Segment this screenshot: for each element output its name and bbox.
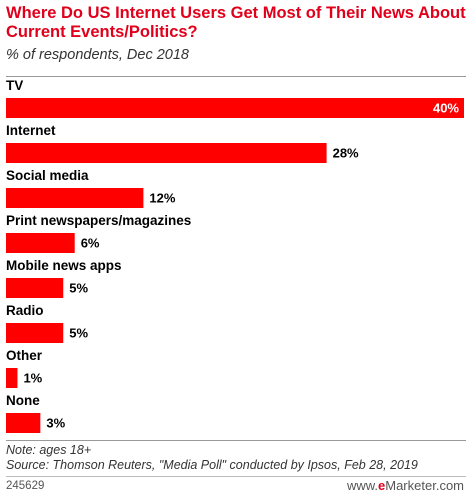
value-label: 40% [433,101,459,116]
bar [6,188,144,208]
category-label: Radio [6,303,44,318]
bar [6,98,464,118]
source-line: Source: Thomson Reuters, "Media Poll" co… [6,458,418,472]
category-label: None [6,393,40,408]
chart-title: Where Do US Internet Users Get Most of T… [6,4,466,41]
value-label: 1% [23,371,42,386]
value-label: 6% [81,236,100,251]
category-label: Print newspapers/magazines [6,213,191,228]
bar [6,368,18,388]
value-label: 12% [149,191,175,206]
chart-subtitle: % of respondents, Dec 2018 [6,47,189,63]
emarketer-logo[interactable]: www.eMarketer.com [346,478,464,493]
category-label: Other [6,348,43,363]
value-label: 5% [69,281,88,296]
top-divider [6,76,466,77]
chart-id: 245629 [6,480,45,492]
bar [6,278,64,298]
footer-divider [6,476,466,477]
bar [6,143,327,163]
value-label: 5% [69,326,88,341]
bar-chart: TV 40% Internet 28% Social media 12% Print new… [6,78,464,433]
bar [6,413,41,433]
bar [6,233,75,253]
bottom-divider [6,440,466,441]
category-label: Internet [6,123,56,138]
category-label: Mobile news apps [6,258,122,273]
bar [6,323,64,343]
category-label: TV [6,78,23,93]
value-label: 3% [46,416,65,431]
footnote: Note: ages 18+ [6,443,92,457]
category-label: Social media [6,168,89,183]
value-label: 28% [333,146,359,161]
